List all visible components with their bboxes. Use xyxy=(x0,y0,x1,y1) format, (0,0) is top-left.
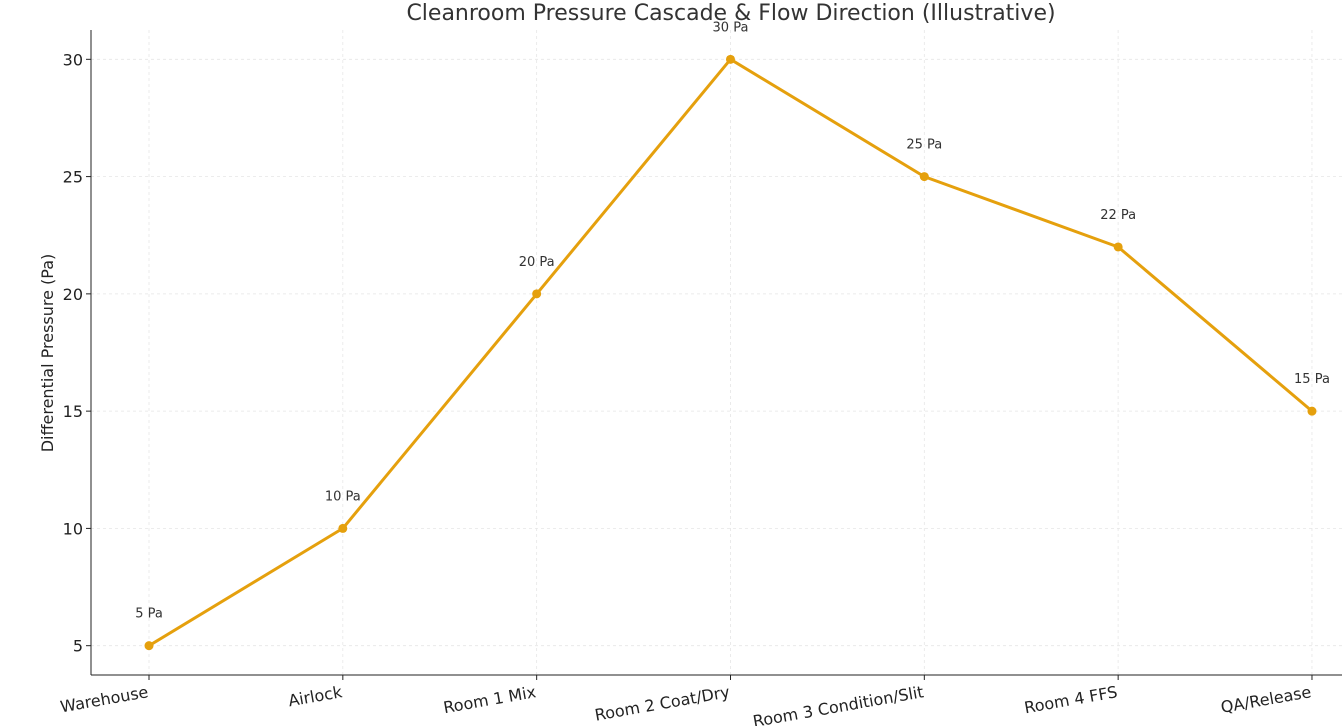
x-tick-label: Room 1 Mix xyxy=(442,682,538,717)
x-tick-label: Warehouse xyxy=(59,682,150,716)
grid-lines xyxy=(91,30,1342,675)
x-tick-label: Room 4 FFS xyxy=(1023,682,1119,717)
data-label: 10 Pa xyxy=(325,489,361,504)
y-axis-label: Differential Pressure (Pa) xyxy=(38,254,57,453)
y-tick-label: 25 xyxy=(63,168,83,187)
data-point xyxy=(338,523,348,533)
data-label: 5 Pa xyxy=(135,607,163,622)
x-tick-label: QA/Release xyxy=(1219,682,1312,717)
y-tick-label: 30 xyxy=(63,50,83,69)
axes xyxy=(90,30,1342,676)
chart-title: Cleanroom Pressure Cascade & Flow Direct… xyxy=(406,1,1055,26)
data-point xyxy=(919,172,929,182)
data-label: 20 Pa xyxy=(519,255,555,270)
x-tick-label: Airlock xyxy=(287,682,344,710)
x-tick-label: Room 2 Coat/Dry xyxy=(593,682,731,724)
y-tick-label: 5 xyxy=(73,637,83,656)
tick-labels: 5 10 15 20 25 30 Warehouse Airlock Room 1 Mix Roo… xyxy=(59,50,1313,726)
data-point xyxy=(1113,242,1123,252)
y-tick-label: 15 xyxy=(63,402,83,421)
data-label: 30 Pa xyxy=(713,20,749,35)
y-tick-label: 10 xyxy=(63,519,83,538)
data-point xyxy=(144,641,154,651)
data-point xyxy=(1307,406,1317,416)
data-point xyxy=(725,54,735,64)
data-label: 22 Pa xyxy=(1100,208,1136,223)
y-tick-label: 20 xyxy=(63,285,83,304)
data-label: 25 Pa xyxy=(906,138,942,153)
series-line xyxy=(148,57,1313,647)
data-point xyxy=(532,289,542,299)
series-line-path xyxy=(148,57,1313,647)
data-label: 15 Pa xyxy=(1294,372,1330,387)
data-points xyxy=(144,54,1317,651)
x-tick-label: Room 3 Condition/Slit xyxy=(751,682,925,726)
data-labels: 5 Pa 10 Pa 20 Pa 30 Pa 25 Pa 22 Pa 15 Pa xyxy=(135,20,1330,621)
